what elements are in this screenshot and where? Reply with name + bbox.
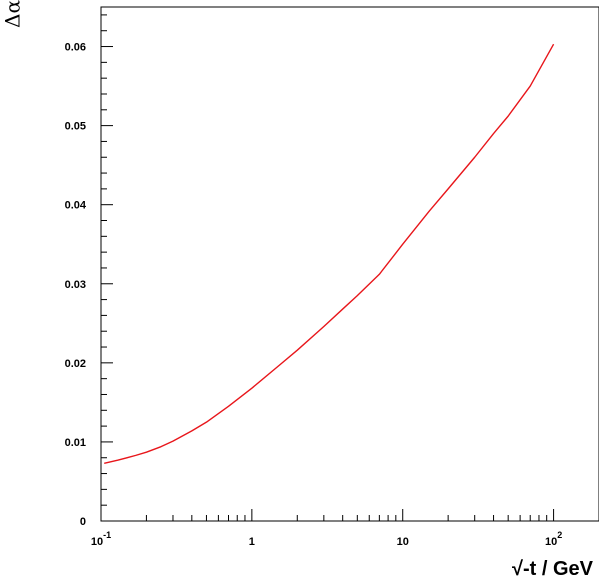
y-tick-label: 0.06 — [65, 42, 86, 54]
y-axis-label: Δα — [1, 0, 25, 28]
y-tick-label: 0.02 — [65, 358, 86, 370]
x-tick-base: 10 — [545, 536, 557, 548]
x-tick-label: 10 — [397, 536, 409, 548]
y-axis: 0 0.01 0.02 0.03 0.04 0.05 0.06 — [65, 14, 113, 528]
x-tick-label: 102 — [545, 530, 562, 548]
series-line — [104, 43, 555, 464]
x-axis: 10-11 10 102 — [91, 509, 599, 548]
y-tick-label: 0.01 — [65, 437, 86, 449]
y-tick-label: 0.04 — [65, 200, 87, 212]
x-tick-exponent: 2 — [557, 530, 562, 540]
x-tick-base: 10 — [397, 536, 409, 548]
x-tick-base: 1 — [249, 536, 255, 548]
series-lines — [104, 43, 555, 464]
y-tick-label: 0.03 — [65, 279, 86, 291]
y-tick-label: 0 — [80, 516, 86, 528]
x-tick-base: 10 — [91, 536, 103, 548]
x-tick-exponent: -1 — [103, 530, 111, 540]
x-axis-label: √-t / GeV — [512, 558, 594, 580]
x-tick-label: 10-1 — [91, 530, 111, 548]
y-tick-label: 0.05 — [65, 121, 86, 133]
x-tick-label: 1 — [249, 536, 255, 548]
plot-frame — [100, 6, 599, 522]
